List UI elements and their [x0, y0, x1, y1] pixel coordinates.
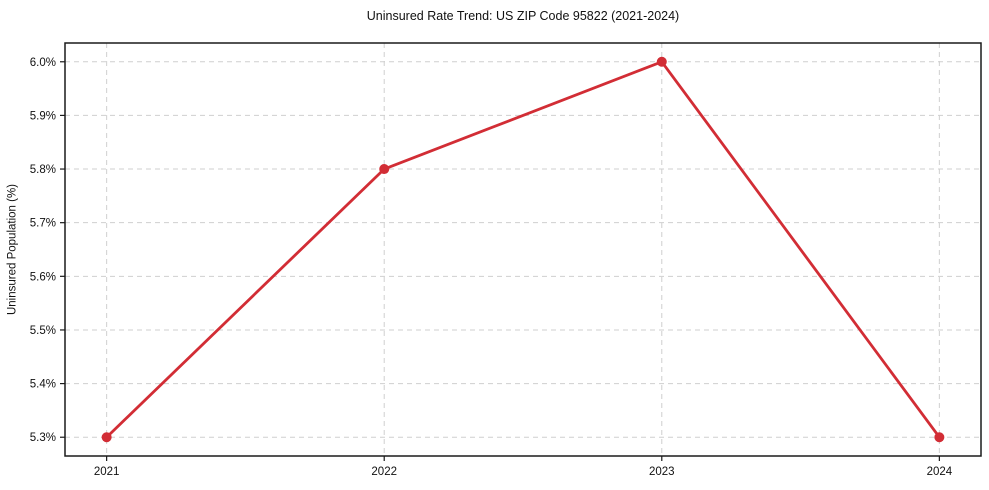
y-tick-label: 5.8%: [30, 164, 56, 176]
plot-border: [64, 42, 982, 457]
x-tick-label: 2023: [649, 466, 675, 478]
y-tick-label: 5.6%: [30, 271, 56, 283]
x-tick-label: 2021: [94, 466, 120, 478]
data-point: [934, 432, 945, 443]
data-point: [101, 432, 112, 443]
data-point: [379, 164, 390, 175]
y-tick-label: 5.7%: [30, 218, 56, 230]
y-tick-label: 5.9%: [30, 110, 56, 122]
y-tick-label: 5.3%: [30, 432, 56, 444]
y-tick-label: 6.0%: [30, 57, 56, 69]
y-tick-label: 5.4%: [30, 379, 56, 391]
chart-title: Uninsured Rate Trend: US ZIP Code 95822 …: [366, 9, 680, 23]
x-tick-label: 2022: [371, 466, 397, 478]
data-point: [656, 56, 667, 67]
x-tick-label: 2024: [927, 466, 953, 478]
trend-line: [105, 60, 941, 439]
y-tick-label: 5.5%: [30, 325, 56, 337]
